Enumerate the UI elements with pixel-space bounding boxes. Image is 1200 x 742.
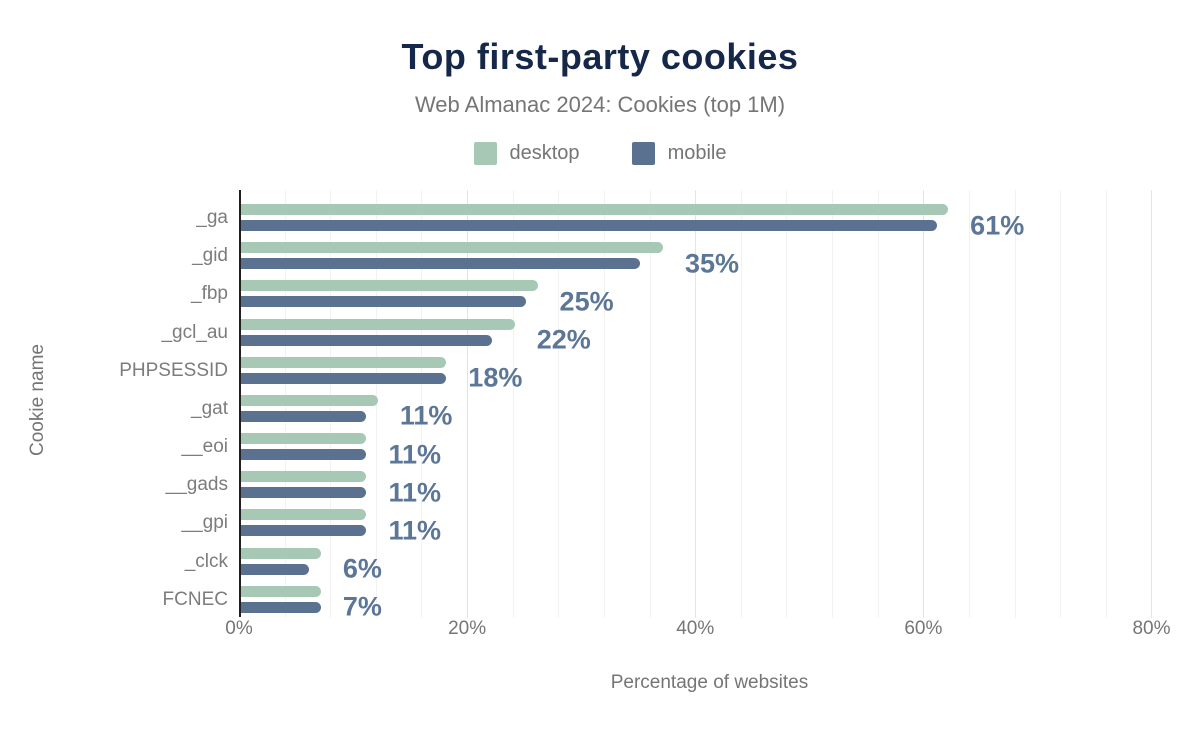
bar-row: 18% PHPSESSID <box>119 343 1180 393</box>
legend-swatch-desktop-icon <box>473 142 497 165</box>
bar-row: 22% _gcl_au <box>161 305 1180 355</box>
bar-row: 11% __gpi <box>182 495 1180 545</box>
category-label: _fbp <box>191 283 228 305</box>
category-label: _clck <box>184 550 228 572</box>
gridline <box>1105 190 1107 618</box>
data-label: 11% <box>399 400 453 431</box>
plot-area: 61% _ga 35% _gid 25% _fbp 22% _gcl_au 18% PHPSESS… <box>119 190 1180 639</box>
data-label: 18% <box>468 362 523 393</box>
y-axis-title: Cookie name <box>27 344 48 456</box>
bar-desktop <box>241 585 321 597</box>
bar-mobile <box>241 563 310 575</box>
x-tick-label: 80% <box>1132 618 1171 639</box>
bar-desktop <box>241 547 321 559</box>
bar-desktop <box>241 433 367 445</box>
category-label: __gads <box>165 474 228 496</box>
x-tick-label: 60% <box>904 618 943 639</box>
legend-item-desktop: desktop <box>473 142 580 165</box>
category-label: _gid <box>192 245 228 267</box>
y-axis-line <box>239 190 241 617</box>
gridline <box>695 190 697 618</box>
gridline <box>1014 190 1016 618</box>
gridline <box>832 190 834 618</box>
gridline <box>558 190 560 618</box>
data-label: 22% <box>536 324 591 355</box>
gridline <box>421 190 423 618</box>
chart-subtitle: Web Almanac 2024: Cookies (top 1M) <box>414 92 786 117</box>
data-label: 11% <box>388 477 442 508</box>
legend-item-mobile: mobile <box>631 142 727 165</box>
legend-swatch-mobile-icon <box>631 142 655 165</box>
category-label: _gcl_au <box>161 321 228 343</box>
gridline <box>649 190 651 618</box>
category-label: PHPSESSID <box>119 359 228 381</box>
bar-desktop <box>241 242 664 254</box>
gridline <box>603 190 605 618</box>
category-label: __eoi <box>181 436 229 458</box>
bar-mobile <box>241 525 367 537</box>
bar-row: 11% __eoi <box>182 419 1180 469</box>
x-axis-title: Percentage of websites <box>610 672 809 693</box>
data-label: 11% <box>388 439 442 470</box>
bar-row: 25% _fbp <box>191 266 1180 316</box>
bar-mobile <box>241 334 492 346</box>
bar-desktop <box>241 280 538 292</box>
data-label: 6% <box>342 553 382 584</box>
gridline <box>1060 190 1062 618</box>
bar-desktop <box>241 204 949 215</box>
bar-row: 11% __gads <box>166 457 1180 507</box>
bar-mobile <box>241 449 367 461</box>
x-tick-label: 0% <box>225 618 253 639</box>
gridline <box>968 190 970 618</box>
gridline <box>923 190 925 618</box>
category-label: __gpi <box>181 512 229 534</box>
gridline <box>1151 190 1153 618</box>
bar-mobile <box>241 296 527 308</box>
category-label: _ga <box>196 207 228 228</box>
data-label: 11% <box>388 515 442 546</box>
bar-row: 6% _clck <box>185 534 1180 584</box>
gridline <box>740 190 742 618</box>
bar-desktop <box>241 394 378 406</box>
bar-mobile <box>241 372 447 384</box>
gridline <box>877 190 879 618</box>
bar-mobile <box>241 410 367 422</box>
bar-mobile <box>241 220 937 231</box>
bar-desktop <box>241 356 447 368</box>
bar-row: 61% _ga <box>196 190 1180 240</box>
gridline <box>512 190 514 618</box>
category-label: FCNEC <box>162 588 228 610</box>
gridline <box>467 190 469 618</box>
x-tick-label: 40% <box>676 618 715 639</box>
bar-mobile <box>241 258 641 270</box>
data-label: 25% <box>559 286 614 317</box>
chart-title: Top first-party cookies <box>401 36 799 77</box>
bar-row: 7% FCNEC <box>163 572 1180 622</box>
bar-desktop <box>241 509 367 521</box>
bar-desktop <box>241 471 367 483</box>
data-label: 35% <box>685 248 740 279</box>
data-label: 7% <box>342 591 382 622</box>
category-label: _gat <box>191 397 228 419</box>
legend-label-desktop: desktop <box>509 142 580 164</box>
bar-mobile <box>241 601 321 613</box>
bar-row: 11% _gat <box>191 381 1180 431</box>
legend-label-mobile: mobile <box>667 142 727 164</box>
gridline <box>786 190 788 618</box>
legend: desktop mobile <box>0 142 1200 165</box>
bar-mobile <box>241 487 367 499</box>
bar-desktop <box>241 318 515 330</box>
x-tick-label: 20% <box>448 618 487 639</box>
bar-row: 35% _gid <box>192 228 1180 278</box>
data-label: 61% <box>970 210 1025 240</box>
